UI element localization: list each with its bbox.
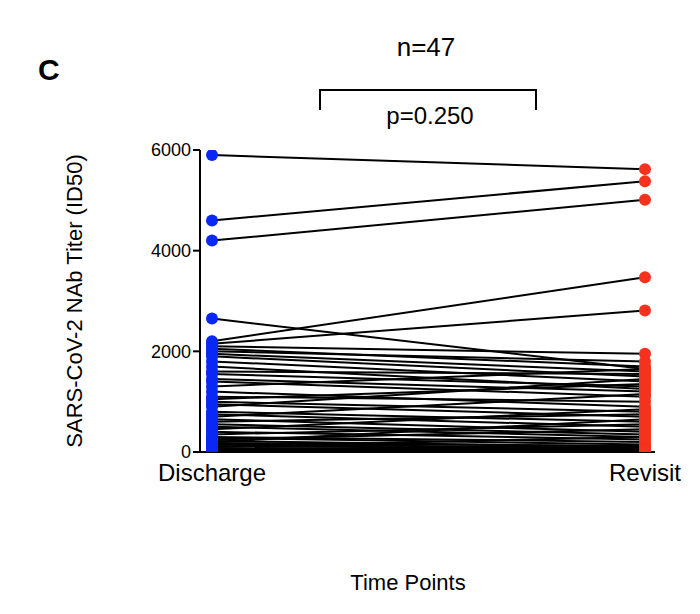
svg-text:C: C: [38, 53, 60, 86]
svg-text:Time Points: Time Points: [350, 570, 465, 595]
svg-text:2000: 2000: [151, 342, 191, 362]
svg-text:n=47: n=47: [397, 32, 456, 62]
svg-text:p=0.250: p=0.250: [386, 102, 473, 129]
svg-text:0: 0: [181, 442, 191, 462]
svg-text:6000: 6000: [151, 140, 191, 160]
svg-text:Discharge: Discharge: [158, 459, 266, 486]
svg-text:Revisit: Revisit: [609, 459, 681, 486]
svg-text:4000: 4000: [151, 241, 191, 261]
svg-text:SARS-CoV-2 NAb Titer (ID50): SARS-CoV-2 NAb Titer (ID50): [62, 154, 87, 447]
